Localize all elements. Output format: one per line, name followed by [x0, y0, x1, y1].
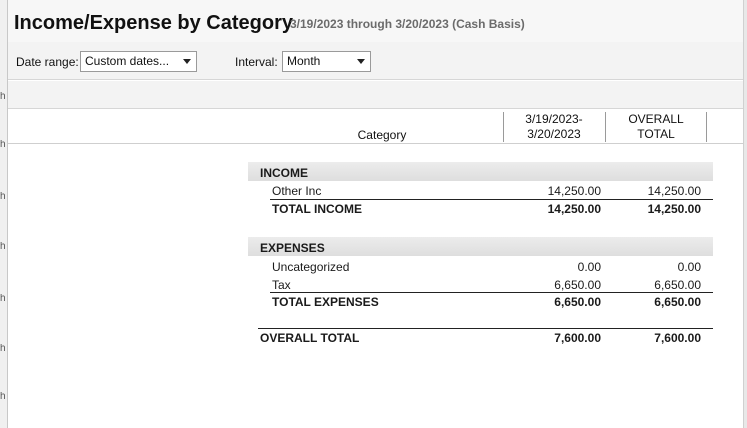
- income-total-row[interactable]: TOTAL INCOME 14,250.00 14,250.00: [248, 199, 713, 217]
- row-label: TOTAL EXPENSES: [272, 295, 379, 309]
- row-total-value: 14,250.00: [647, 184, 701, 198]
- column-header-row: Category 3/19/2023- 3/20/2023 OVERALL TO…: [8, 110, 743, 144]
- date-range-value: Custom dates...: [85, 54, 170, 68]
- report-row[interactable]: Other Inc 14,250.00 14,250.00: [248, 181, 713, 199]
- row-period-value: 0.00: [577, 260, 601, 274]
- report-row[interactable]: Tax 6,650.00 6,650.00: [248, 275, 713, 293]
- expenses-section-heading[interactable]: EXPENSES: [248, 237, 713, 256]
- overall-total-row[interactable]: OVERALL TOTAL 7,600.00 7,600.00: [248, 328, 713, 346]
- row-period-value: 6,650.00: [554, 278, 601, 292]
- row-period-value: 14,250.00: [547, 184, 601, 198]
- column-header-overall-line1: OVERALL: [628, 112, 684, 126]
- date-range-label: Date range:: [16, 55, 79, 69]
- column-header-period[interactable]: 3/19/2023- 3/20/2023: [504, 112, 604, 142]
- report-title: Income/Expense by Category: [14, 12, 293, 34]
- chevron-down-icon: [183, 59, 191, 64]
- vertical-scrollbar[interactable]: [743, 0, 747, 428]
- row-label: OVERALL TOTAL: [260, 331, 360, 345]
- interval-label: Interval:: [235, 55, 278, 69]
- column-header-overall[interactable]: OVERALL TOTAL: [606, 112, 706, 142]
- column-header-period-line2: 3/20/2023: [527, 127, 581, 141]
- left-strip-mark: h: [0, 392, 6, 402]
- interval-value: Month: [287, 54, 321, 68]
- report-date-range: 3/19/2023 through 3/20/2023 (Cash Basis): [290, 17, 525, 31]
- row-total-value: 14,250.00: [647, 202, 701, 216]
- row-period-value: 14,250.00: [547, 202, 601, 216]
- column-header-category[interactable]: Category: [357, 128, 407, 142]
- left-strip-mark: h: [0, 294, 6, 304]
- row-period-value: 6,650.00: [554, 295, 601, 309]
- row-label: Other Inc: [272, 184, 322, 198]
- left-strip-mark: h: [0, 140, 6, 150]
- column-divider[interactable]: [706, 112, 707, 142]
- total-rule: [270, 292, 713, 293]
- expenses-total-row[interactable]: TOTAL EXPENSES 6,650.00 6,650.00: [248, 292, 713, 310]
- row-total-value: 0.00: [677, 260, 701, 274]
- row-total-value: 6,650.00: [654, 278, 701, 292]
- row-period-value: 7,600.00: [554, 331, 601, 345]
- column-divider[interactable]: [503, 112, 504, 142]
- row-total-value: 7,600.00: [654, 331, 701, 345]
- column-header-period-line1: 3/19/2023-: [525, 112, 583, 126]
- report-title-bar: Income/Expense by Category 3/19/2023 thr…: [8, 0, 743, 42]
- total-rule: [270, 199, 713, 200]
- income-section-heading[interactable]: INCOME: [248, 162, 713, 181]
- left-strip-mark: h: [0, 192, 6, 202]
- total-rule: [258, 328, 713, 329]
- left-strip-mark: h: [0, 344, 6, 354]
- toolbar: [8, 81, 743, 109]
- interval-select[interactable]: Month: [282, 51, 371, 72]
- left-strip-mark: h: [0, 92, 6, 102]
- column-header-overall-line2: TOTAL: [637, 127, 675, 141]
- date-range-select[interactable]: Custom dates...: [80, 51, 197, 72]
- row-label: TOTAL INCOME: [272, 202, 362, 216]
- chevron-down-icon: [357, 59, 365, 64]
- row-total-value: 6,650.00: [654, 295, 701, 309]
- column-divider[interactable]: [605, 112, 606, 142]
- left-panel-edge: h h h h h h h: [0, 0, 8, 428]
- filter-bar: Date range: Custom dates... Interval: Mo…: [8, 42, 743, 80]
- left-strip-mark: h: [0, 242, 6, 252]
- row-label: Tax: [272, 278, 291, 292]
- row-label: Uncategorized: [272, 260, 350, 274]
- report-row[interactable]: Uncategorized 0.00 0.00: [248, 257, 713, 275]
